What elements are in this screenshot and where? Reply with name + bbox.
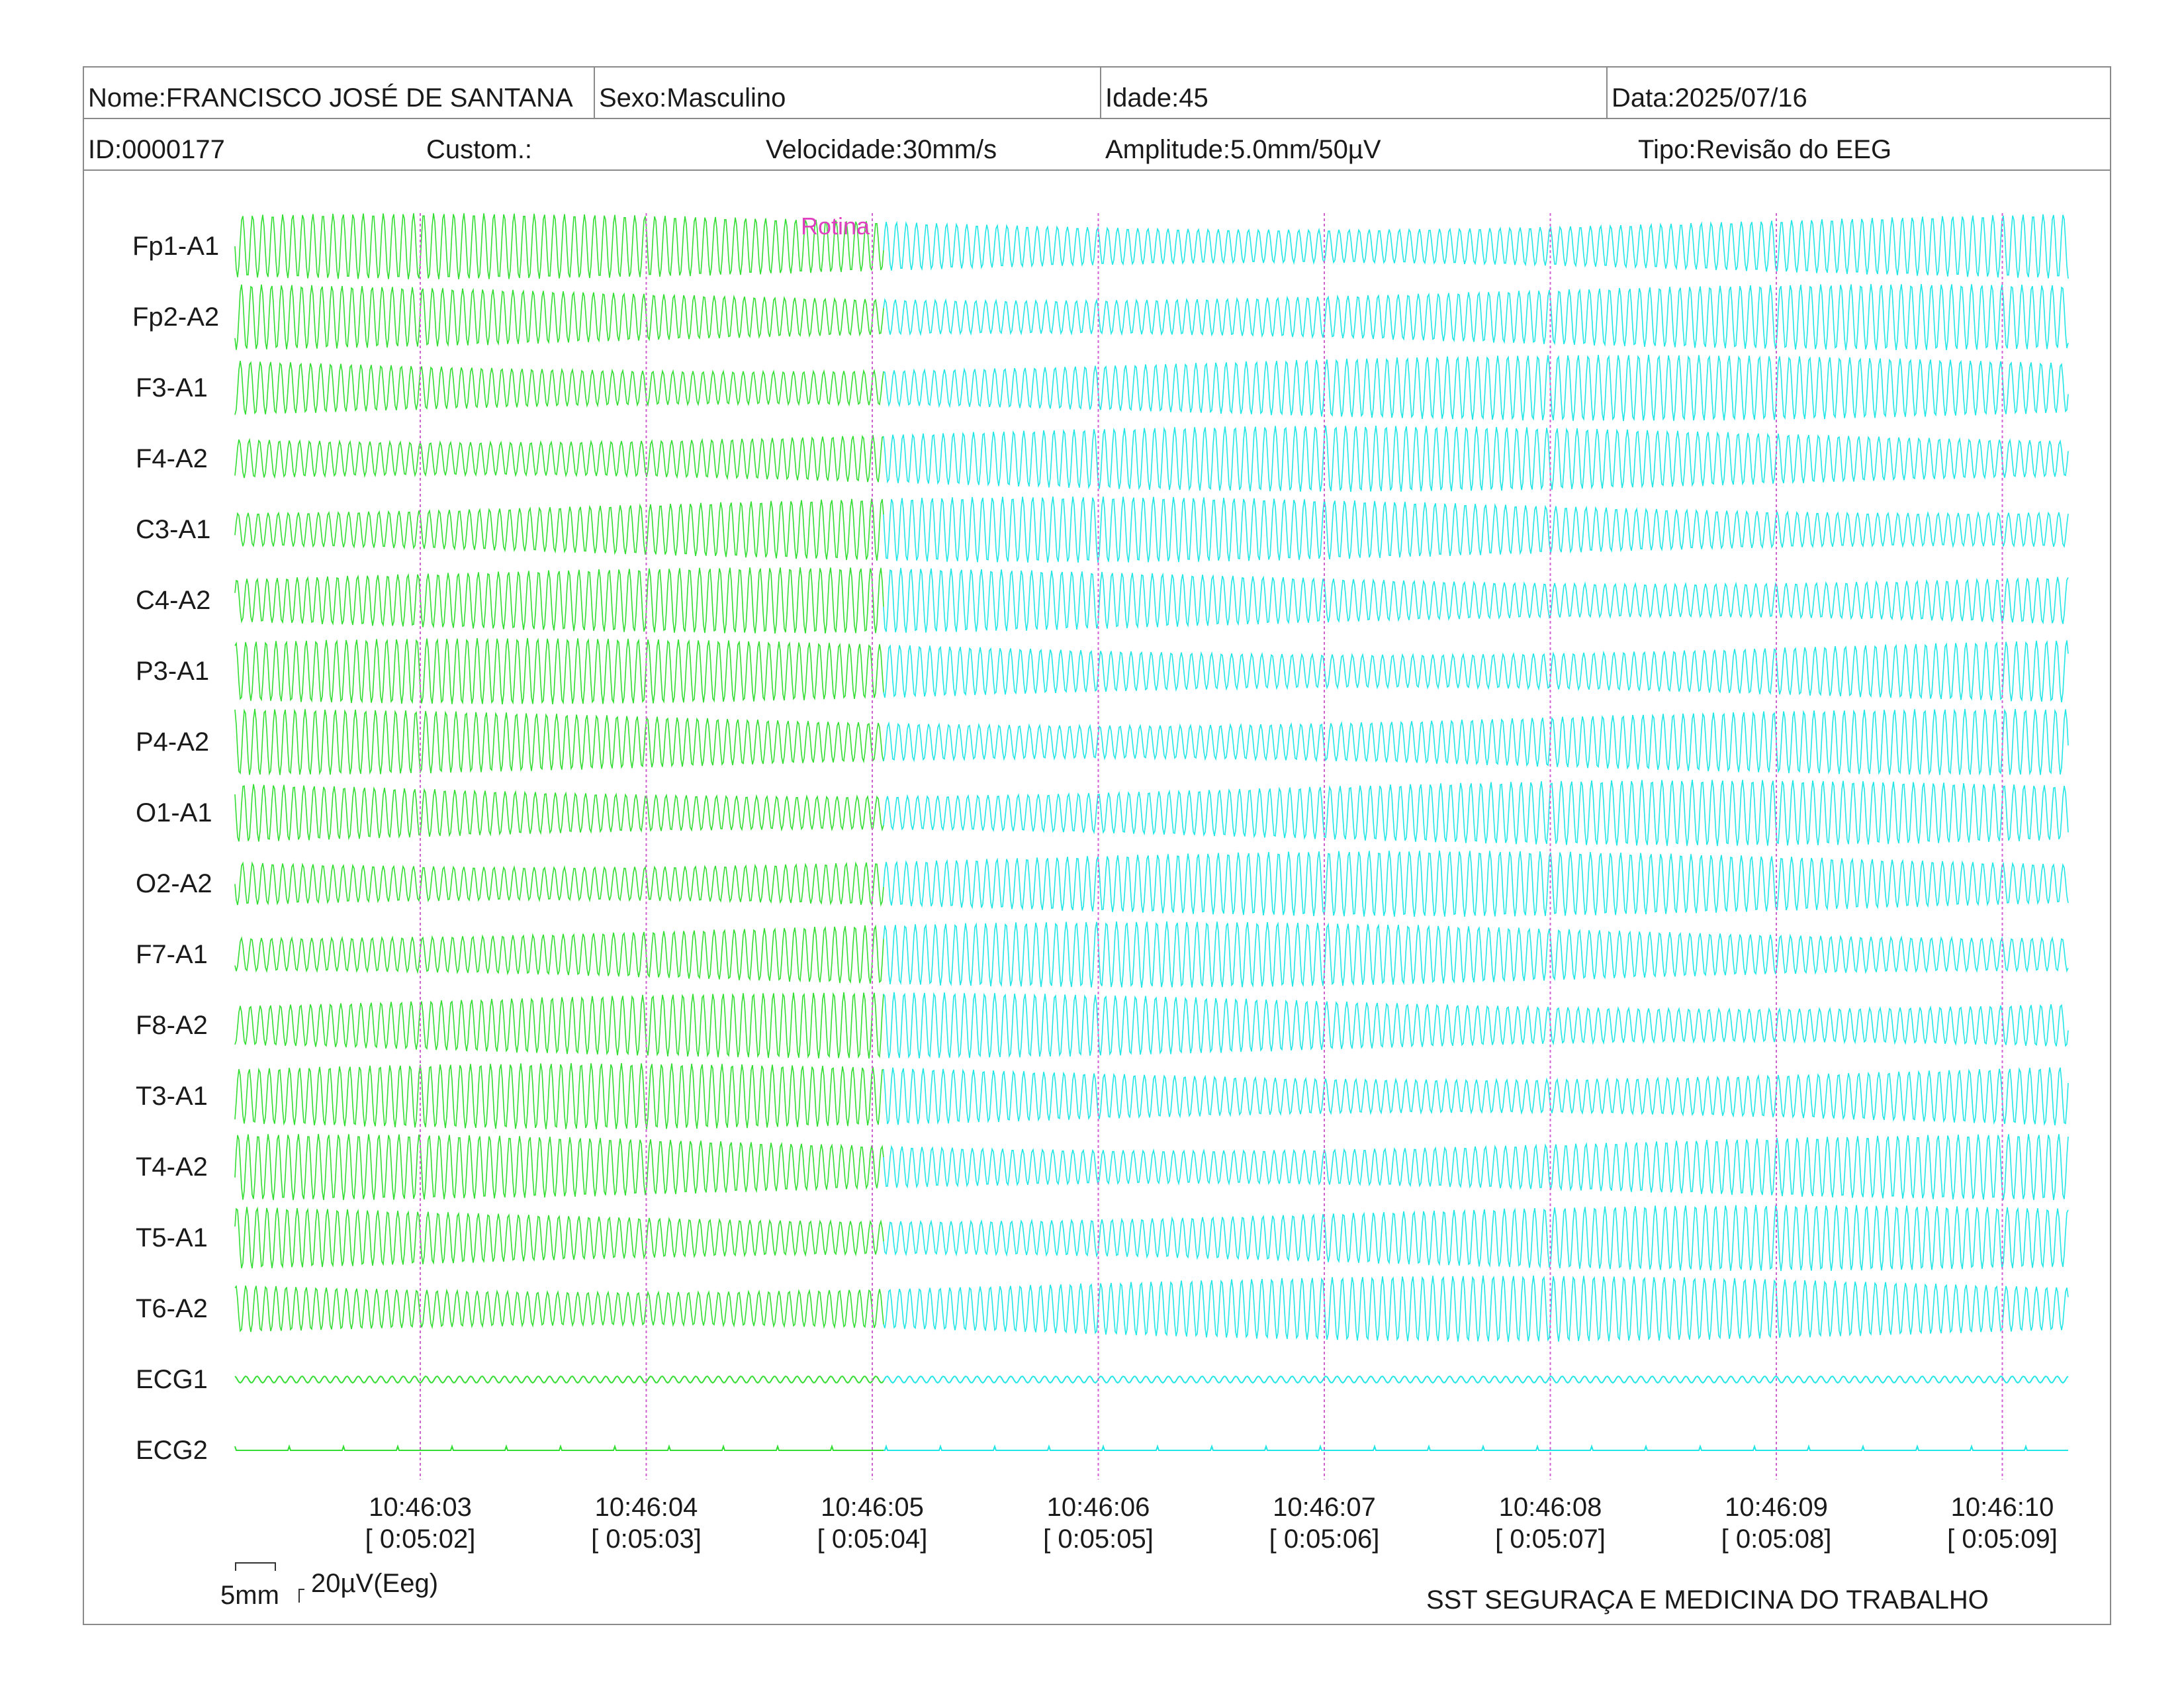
channel-label: T3-A1 [136, 1082, 208, 1111]
channel-trace [234, 861, 884, 907]
header-divider [1606, 68, 1608, 118]
channel-trace [883, 992, 2069, 1059]
patient-age: Idade:45 [1105, 83, 1208, 113]
time-tick-label: 10:46:10 [1950, 1493, 2054, 1522]
channel-label: F3-A1 [136, 373, 208, 402]
channel-trace [234, 1375, 884, 1384]
relative-time-label: [ 0:05:02] [365, 1524, 476, 1554]
relative-time-label: [ 0:05:07] [1495, 1524, 1606, 1554]
header-divider [594, 68, 595, 118]
relative-time-label: [ 0:05:03] [591, 1524, 702, 1554]
channel-label: Fp2-A2 [132, 303, 220, 332]
channel-trace [234, 992, 884, 1059]
patient-id: ID:0000177 [88, 135, 225, 164]
channel-label: ECG2 [136, 1436, 208, 1465]
channel-trace [234, 1206, 884, 1269]
exam-type: Tipo:Revisão do EEG [1638, 135, 1892, 164]
channel-trace [234, 924, 884, 984]
time-tick-label: 10:46:05 [821, 1493, 924, 1522]
channel-trace [234, 708, 884, 776]
exam-date: Data:2025/07/16 [1612, 83, 1807, 113]
channel-label: P3-A1 [136, 657, 210, 686]
header-row-recording: ID:0000177 Custom.: Velocidade:30mm/s Am… [84, 119, 2110, 171]
time-tick-label: 10:46:08 [1498, 1493, 1602, 1522]
channel-label: O2-A2 [136, 869, 212, 898]
channel-trace [234, 1062, 884, 1130]
channel-trace [883, 283, 2069, 351]
channel-label: T4-A2 [136, 1152, 208, 1182]
time-tick-label: 10:46:06 [1046, 1493, 1150, 1522]
channel-trace [234, 784, 884, 842]
channel-trace [234, 360, 884, 415]
channel-trace [883, 1066, 2069, 1126]
channel-label: Fp1-A1 [132, 232, 220, 261]
custom-field: Custom.: [426, 135, 533, 164]
channel-trace [883, 496, 2069, 563]
channel-label: T5-A1 [136, 1223, 208, 1252]
channel-label: O1-A1 [136, 798, 212, 827]
patient-name: Nome:FRANCISCO JOSÉ DE SANTANA [88, 83, 573, 113]
channel-label: T6-A2 [136, 1294, 208, 1323]
relative-time-label: [ 0:05:08] [1721, 1524, 1832, 1554]
footer-organization: SST SEGURAÇA E MEDICINA DO TRABALHO [1426, 1585, 1989, 1615]
relative-time-label: [ 0:05:05] [1043, 1524, 1154, 1554]
patient-sex: Sexo:Masculino [599, 83, 786, 113]
relative-time-label: [ 0:05:06] [1269, 1524, 1380, 1554]
scale-uv-label: 20µV(Eeg) [311, 1569, 439, 1598]
channel-label: F7-A1 [136, 940, 208, 969]
relative-time-label: [ 0:05:09] [1947, 1524, 2058, 1554]
scale-bar [235, 1562, 304, 1603]
channel-trace [883, 779, 2069, 847]
channel-label: F8-A2 [136, 1011, 208, 1040]
channel-trace [883, 1204, 2069, 1272]
channel-trace [234, 1133, 884, 1200]
time-tick-label: 10:46:07 [1273, 1493, 1376, 1522]
channel-trace [883, 1275, 2069, 1342]
channel-trace [234, 1444, 884, 1451]
channel-label: C3-A1 [136, 515, 211, 544]
eeg-report-sheet: Nome:FRANCISCO JOSÉ DE SANTANA Sexo:Masc… [83, 66, 2111, 1625]
channel-trace [234, 567, 884, 634]
channel-label: P4-A2 [136, 727, 210, 757]
channel-trace [884, 1444, 2068, 1451]
scale-mm-label: 5mm [220, 1581, 279, 1610]
channel-trace [234, 1285, 884, 1333]
channel-trace [883, 708, 2069, 776]
amplitude: Amplitude:5.0mm/50µV [1105, 135, 1381, 164]
channel-trace [883, 425, 2069, 492]
header-divider [1100, 68, 1101, 118]
channel-trace [883, 850, 2069, 917]
channel-trace [883, 567, 2069, 633]
time-tick-label: 10:46:03 [369, 1493, 472, 1522]
channel-trace [234, 498, 884, 561]
header-row-patient: Nome:FRANCISCO JOSÉ DE SANTANA Sexo:Masc… [84, 68, 2110, 119]
relative-time-label: [ 0:05:04] [817, 1524, 928, 1554]
channel-trace [234, 434, 884, 483]
channel-label: F4-A2 [136, 444, 208, 473]
channel-label: ECG1 [136, 1365, 208, 1394]
channel-trace [234, 637, 884, 705]
channel-trace [883, 214, 2069, 279]
time-tick-label: 10:46:09 [1725, 1493, 1828, 1522]
paper-speed: Velocidade:30mm/s [766, 135, 997, 164]
time-tick-label: 10:46:04 [594, 1493, 698, 1522]
event-marker-label: Rotina [801, 212, 870, 240]
channel-trace [883, 354, 2069, 422]
channel-trace [234, 213, 884, 279]
channel-label: C4-A2 [136, 586, 211, 615]
channel-trace [883, 639, 2069, 703]
channel-trace [883, 1134, 2069, 1200]
channel-trace [883, 921, 2069, 988]
channel-trace [883, 1375, 2069, 1384]
channel-trace [234, 284, 884, 350]
